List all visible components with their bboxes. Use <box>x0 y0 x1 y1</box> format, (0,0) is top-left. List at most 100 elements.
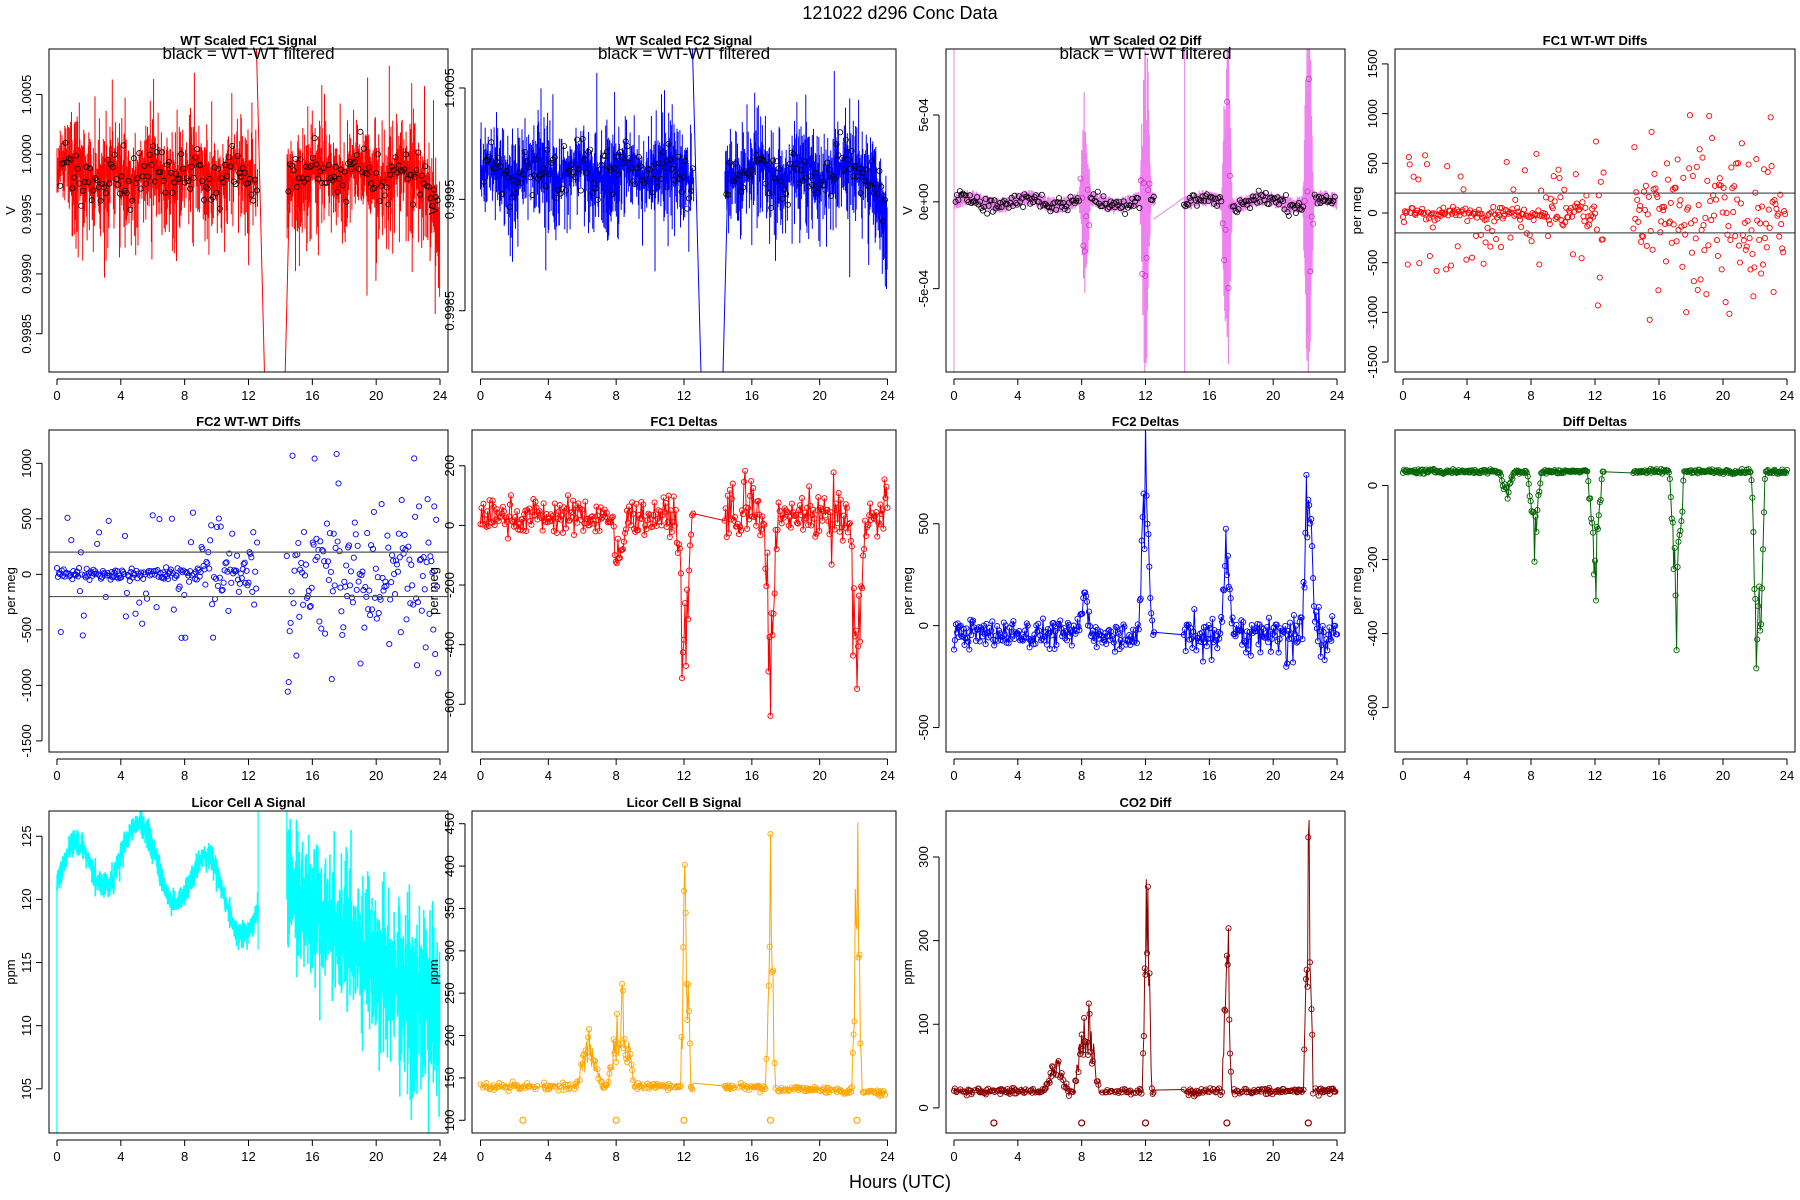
filtered-point <box>425 183 432 190</box>
data-point <box>384 532 391 539</box>
data-point <box>1463 256 1470 263</box>
data-point <box>1482 239 1489 246</box>
filtered-point <box>237 173 244 180</box>
filtered-point <box>348 165 355 172</box>
data-point <box>96 529 103 536</box>
data-point <box>323 520 331 527</box>
data-point <box>1648 128 1655 135</box>
data-point <box>64 514 71 521</box>
data-point <box>1782 468 1789 475</box>
chart-title: WT Scaled FC1 Signal <box>180 33 317 48</box>
filtered-point <box>222 161 229 168</box>
data-point <box>1120 198 1127 205</box>
plot-area <box>56 49 441 372</box>
data-point <box>1662 258 1670 265</box>
data-point <box>1758 270 1765 277</box>
data-point <box>53 564 61 572</box>
y-axis: -500 0 500 <box>916 513 940 741</box>
plot-area <box>952 49 1338 372</box>
filtered-point <box>143 180 150 187</box>
filtered-point <box>409 201 416 208</box>
y-tick-label: 120 <box>19 889 34 911</box>
data-point <box>1447 262 1455 269</box>
filtered-point <box>392 154 399 161</box>
filtered-point <box>151 178 158 185</box>
data-point <box>1454 243 1461 250</box>
data-point <box>1771 196 1778 204</box>
filtered-point <box>650 175 657 182</box>
data-point <box>244 582 251 589</box>
x-tick-label: 4 <box>117 1149 124 1164</box>
data-point <box>1635 218 1642 225</box>
data-point <box>1457 173 1464 180</box>
y-tick-label: -200 <box>1365 547 1380 573</box>
data-point <box>251 601 258 608</box>
data-point <box>1422 216 1430 223</box>
data-point <box>79 632 86 639</box>
filtered-point <box>615 171 622 178</box>
data-point <box>343 562 350 569</box>
filtered-point <box>92 175 99 182</box>
filtered-point <box>415 149 422 156</box>
data-point <box>1505 210 1512 217</box>
data-point <box>965 198 972 205</box>
plot-area <box>477 822 889 1124</box>
data-point <box>1209 194 1216 201</box>
data-point <box>676 1084 683 1091</box>
filtered-point <box>66 155 73 162</box>
data-point <box>1067 193 1074 200</box>
data-point <box>1639 233 1647 240</box>
filtered-point <box>536 172 543 179</box>
data-point <box>215 515 222 522</box>
x-tick-label: 0 <box>53 768 60 783</box>
data-point <box>1653 191 1660 198</box>
x-tick-label: 12 <box>677 1149 691 1164</box>
data-point <box>1150 193 1157 200</box>
y-tick-label: 125 <box>19 825 34 847</box>
data-point <box>1757 220 1764 227</box>
plot-frame <box>48 48 449 373</box>
x-tick-label: 24 <box>433 388 447 403</box>
data-point <box>1734 196 1741 203</box>
data-point <box>547 1083 554 1090</box>
data-point <box>1770 288 1777 296</box>
data-point <box>1718 266 1725 273</box>
data-point <box>385 544 392 551</box>
filtered-point <box>725 191 732 198</box>
filtered-point <box>814 190 821 197</box>
data-point <box>351 519 358 526</box>
data-point <box>1422 152 1429 159</box>
filtered-point <box>194 146 201 153</box>
data-point <box>1081 248 1088 255</box>
filtered-point <box>350 159 357 166</box>
data-point <box>289 452 296 459</box>
data-point <box>1469 254 1476 261</box>
y-tick-label: 200 <box>442 1025 457 1047</box>
filtered-point <box>880 218 887 225</box>
edge-line <box>953 49 1186 372</box>
filtered-point <box>499 190 506 197</box>
data-point <box>206 565 213 572</box>
data-point <box>1652 185 1659 192</box>
filtered-point <box>241 169 248 176</box>
data-point <box>608 514 615 521</box>
data-point <box>220 579 227 586</box>
filtered-point <box>334 188 341 195</box>
filtered-point <box>362 169 369 176</box>
data-point <box>119 567 126 574</box>
data-point <box>1205 197 1212 204</box>
filtered-point <box>857 189 864 196</box>
x-tick-label: 20 <box>812 768 826 783</box>
y-tick-label: -600 <box>442 691 457 717</box>
data-point <box>1734 160 1742 167</box>
y-axis: 100 150 200 250 300 350 400 450 <box>442 813 466 1131</box>
data-point <box>1743 243 1750 250</box>
filtered-point <box>287 161 294 168</box>
data-point <box>173 572 180 579</box>
data-point <box>974 194 981 201</box>
plot-frame <box>471 48 897 373</box>
filtered-point <box>325 161 332 168</box>
data-point <box>76 588 84 595</box>
x-tick-label: 0 <box>1399 768 1406 783</box>
